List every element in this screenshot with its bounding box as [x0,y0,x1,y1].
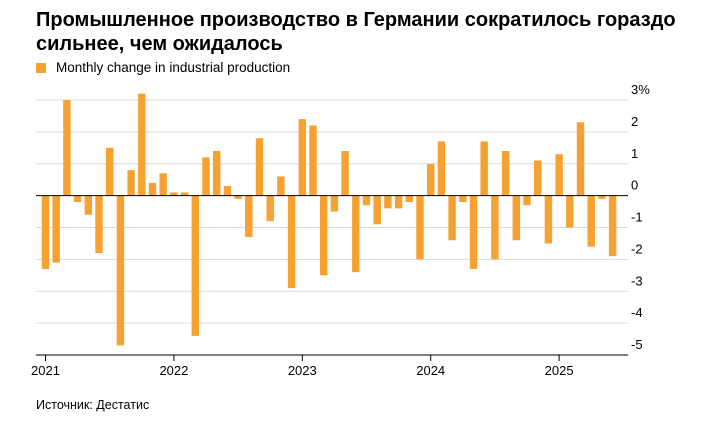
bar [73,195,82,203]
bar [116,195,125,346]
bar [534,160,542,196]
bar [41,195,50,269]
bar [95,195,103,254]
bar [202,157,210,196]
y-tick-label: -5 [631,337,643,352]
bar [491,195,499,260]
y-tick-label: -3 [631,273,643,288]
chart-legend: Monthly change in industrial production [36,60,290,75]
bar [159,173,167,196]
bar [127,170,135,196]
x-tick-label: 2022 [159,363,188,378]
legend-label: Monthly change in industrial production [56,60,291,75]
grid-lines [36,99,628,356]
bar [427,163,435,196]
y-tick-label: 3% [631,82,650,97]
x-tick-label: 2023 [288,363,317,378]
bar [587,195,595,247]
bar [384,195,392,209]
bar [330,195,339,212]
bar [437,141,446,196]
bar [362,195,371,206]
bar [170,192,178,196]
bar [469,195,478,269]
bar [255,138,264,196]
source-note: Источник: Дестатис [36,398,150,412]
bar [341,151,349,196]
bar [523,195,531,206]
bar [576,122,585,196]
bar [106,147,114,196]
y-tick-label: 1 [631,146,638,161]
bar [501,151,510,196]
x-tick-label: 2021 [31,363,60,378]
bar [298,119,306,196]
bar [405,195,413,203]
bar [544,195,553,244]
bar [309,125,317,196]
bar [352,195,360,273]
bar [148,182,157,196]
bar [555,154,563,196]
bar [277,176,285,196]
bar [448,195,456,241]
bar [191,195,199,336]
legend-swatch [36,62,46,73]
y-tick-label: 2 [631,114,638,129]
bar [373,195,381,225]
bar [287,195,296,289]
bar [223,186,232,196]
bar [608,195,617,257]
axes: 3% 2 1 0 -1 -2 -3 -4 -5 2021 2022 2023 2024 2025 [31,82,650,378]
bar [320,195,328,276]
chart-title: Промышленное производство в Германии сок… [36,9,676,55]
bar [512,195,520,241]
bar [84,195,92,215]
y-tick-label: -2 [631,241,643,256]
bar [245,195,253,238]
y-tick-label: -1 [631,210,643,225]
bar [234,195,242,199]
bar [52,195,60,263]
x-tick-label: 2025 [545,363,574,378]
bar [180,192,189,196]
bar [459,195,467,203]
y-tick-label: -4 [631,305,643,320]
bars [41,93,617,346]
y-tick-label: 0 [631,178,638,193]
bar [566,195,574,228]
bar [480,141,488,196]
bar [138,93,146,196]
bar [394,195,403,209]
bar [63,100,71,196]
bar [266,195,274,222]
x-tick-label: 2024 [416,363,445,378]
bar [598,195,606,199]
bar [213,151,221,196]
bar [416,195,424,260]
